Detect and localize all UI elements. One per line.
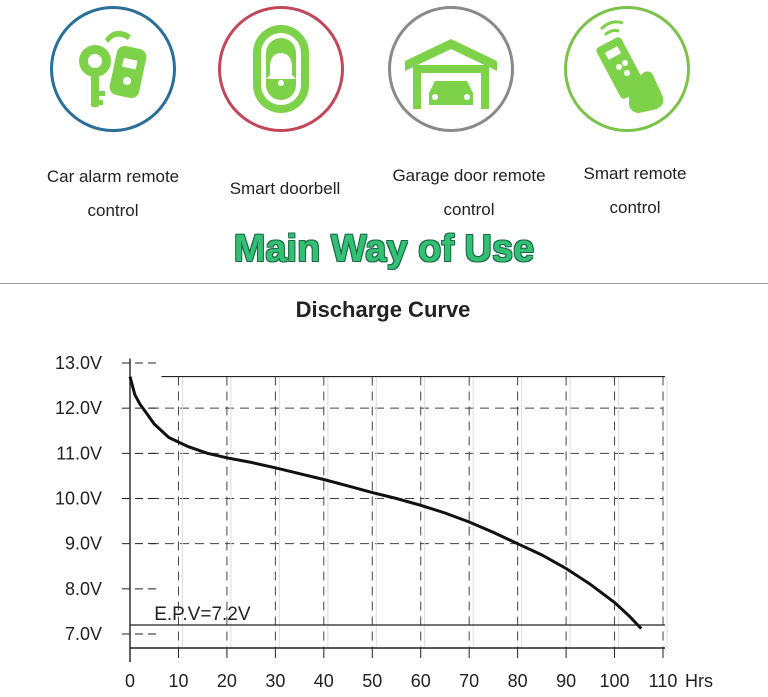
doorbell-icon xyxy=(218,6,344,132)
x-axis-label: Hrs xyxy=(685,671,713,691)
y-tick-label: 9.0V xyxy=(65,534,102,554)
use-label: Garage door remote control xyxy=(392,166,546,219)
y-tick-label: 12.0V xyxy=(55,398,102,418)
y-tick-labels: 7.0V 8.0V 9.0V 10.0V 11.0V 12.0V 13.0V xyxy=(55,353,102,644)
y-tick-label: 10.0V xyxy=(55,489,102,509)
x-tick-label: 90 xyxy=(556,671,576,691)
x-tick-labels: 0 10 20 30 40 50 60 70 80 90 100 110 xyxy=(125,648,677,691)
use-label: Car alarm remote control xyxy=(46,167,180,220)
y-tick-label: 8.0V xyxy=(65,579,102,599)
use-label: Smart doorbell xyxy=(229,179,341,198)
x-tick-label: 70 xyxy=(459,671,479,691)
x-tick-label: 100 xyxy=(600,671,630,691)
x-tick-label: 40 xyxy=(314,671,334,691)
garage-icon xyxy=(388,6,514,132)
divider xyxy=(0,283,768,284)
x-tick-label: 10 xyxy=(168,671,188,691)
hand-remote-icon xyxy=(564,6,690,132)
x-tick-label: 30 xyxy=(265,671,285,691)
y-tick-label: 11.0V xyxy=(56,443,102,463)
use-cases-row: Car alarm remote control Smart doorbell xyxy=(0,0,768,230)
chart-grid xyxy=(150,376,668,648)
x-tick-label: 50 xyxy=(362,671,382,691)
x-tick-label: 60 xyxy=(411,671,431,691)
x-tick-label: 0 xyxy=(125,671,135,691)
y-tick-label: 7.0V xyxy=(65,624,102,644)
chart-title: Discharge Curve xyxy=(296,297,471,322)
car-key-remote-icon xyxy=(50,6,176,132)
use-label: Smart remote control xyxy=(583,164,687,217)
chart-axes xyxy=(122,358,665,662)
discharge-series-line xyxy=(128,376,643,630)
x-tick-label: 110 xyxy=(649,671,678,691)
headline-main-way-of-use: Main Way of Use xyxy=(233,228,535,270)
discharge-curve-chart: Discharge Curve 7.0V 8.0V 9.0V 10.0V 11.0V 12… xyxy=(55,297,713,691)
x-tick-label: 80 xyxy=(508,671,528,691)
x-tick-label: 20 xyxy=(217,671,237,691)
epv-annotation: E.P.V=7.2V xyxy=(154,604,251,625)
y-tick-label: 13.0V xyxy=(55,353,102,373)
